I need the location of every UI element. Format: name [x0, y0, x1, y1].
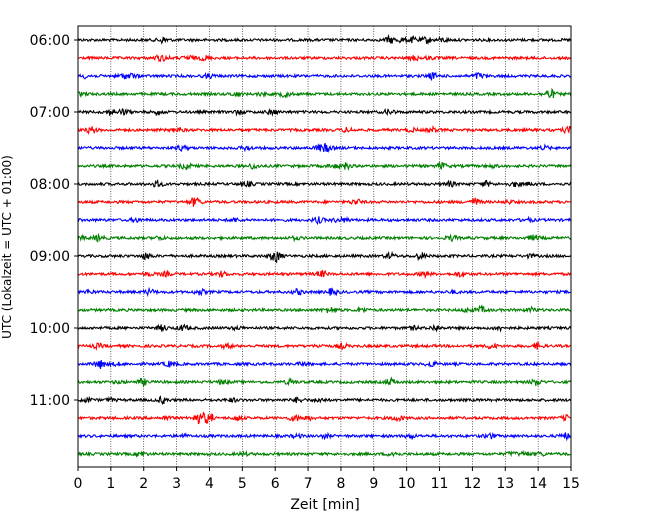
trace-group — [77, 33, 572, 458]
seismogram-trace — [77, 71, 572, 82]
seismogram-trace — [77, 215, 572, 226]
x-tick-label: 3 — [172, 476, 181, 492]
seismogram-trace — [77, 269, 572, 280]
x-tick-label: 8 — [336, 476, 345, 492]
seismogram-trace — [77, 142, 572, 154]
x-tick-label: 15 — [562, 476, 580, 492]
x-axis-label: Zeit [min] — [290, 497, 359, 513]
seismogram-trace — [77, 431, 572, 442]
seismogram-trace — [77, 359, 572, 369]
y-axis-ticks: 06:00 07:00 08:00 09:00 10:00 11:00 — [30, 33, 78, 409]
x-tick-label: 9 — [369, 476, 378, 492]
seismogram-trace — [77, 250, 572, 264]
y-tick-label: 06:00 — [30, 33, 70, 49]
x-tick-label: 13 — [496, 476, 514, 492]
x-tick-label: 4 — [205, 476, 214, 492]
x-tick-label: 6 — [271, 476, 280, 492]
x-tick-label: 10 — [398, 476, 416, 492]
seismogram-trace — [77, 33, 572, 46]
seismogram-trace — [77, 449, 572, 458]
seismogram-trace — [77, 395, 572, 406]
seismogram-trace — [77, 124, 572, 136]
seismogram-trace — [77, 411, 571, 425]
x-tick-label: 0 — [74, 476, 83, 492]
seismogram-trace — [77, 376, 572, 388]
x-tick-label: 11 — [431, 476, 449, 492]
x-tick-label: 5 — [238, 476, 247, 492]
x-tick-label: 7 — [304, 476, 313, 492]
seismogram-trace — [77, 304, 572, 314]
y-tick-label: 10:00 — [30, 321, 70, 337]
seismogram-trace — [77, 161, 572, 171]
seismogram-trace — [77, 87, 572, 99]
seismogram-trace — [78, 54, 572, 63]
seismogram-trace — [77, 107, 572, 117]
seismogram-trace — [77, 179, 572, 188]
x-tick-label: 12 — [463, 476, 481, 492]
plot-frame — [77, 25, 572, 468]
y-axis-label: UTC (Lokalzeit = UTC + 01:00) — [0, 155, 14, 339]
seismogram-trace — [77, 196, 572, 207]
x-tick-label: 14 — [529, 476, 547, 492]
seismogram-trace — [77, 286, 572, 298]
y-tick-label: 08:00 — [30, 177, 70, 193]
y-tick-label: 09:00 — [30, 249, 70, 265]
seismogram-trace — [77, 323, 572, 333]
y-tick-label: 11:00 — [30, 393, 70, 409]
x-tick-label: 2 — [139, 476, 148, 492]
seismogram-trace — [77, 232, 572, 243]
vertical-grid — [110, 26, 539, 467]
seismogram-trace — [77, 341, 572, 352]
x-tick-label: 1 — [106, 476, 115, 492]
y-tick-label: 07:00 — [30, 105, 70, 121]
x-axis-ticks: 0 1 2 3 4 5 6 7 8 9 10 11 12 13 14 15 — [74, 467, 580, 492]
